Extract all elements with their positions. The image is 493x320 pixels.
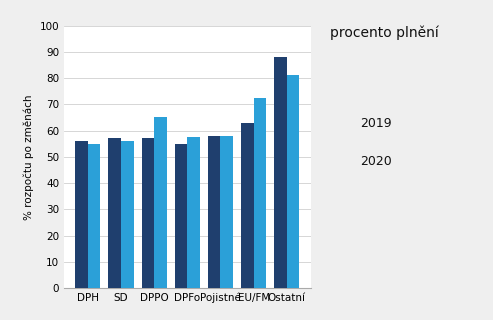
Bar: [241, 123, 253, 288]
Bar: [75, 141, 88, 288]
Bar: [220, 136, 233, 288]
Bar: [141, 139, 154, 288]
Bar: [154, 117, 167, 288]
Bar: [88, 144, 101, 288]
Bar: [253, 98, 266, 288]
Bar: [108, 139, 121, 288]
Y-axis label: % rozpočtu po změnách: % rozpočtu po změnách: [24, 94, 34, 220]
Text: 2019: 2019: [360, 117, 391, 130]
Bar: [287, 76, 299, 288]
Text: procento plnění: procento plnění: [330, 26, 439, 40]
Bar: [121, 141, 134, 288]
Bar: [187, 137, 200, 288]
Bar: [208, 136, 220, 288]
Bar: [274, 57, 287, 288]
Bar: [175, 144, 187, 288]
Text: 2020: 2020: [360, 155, 391, 168]
